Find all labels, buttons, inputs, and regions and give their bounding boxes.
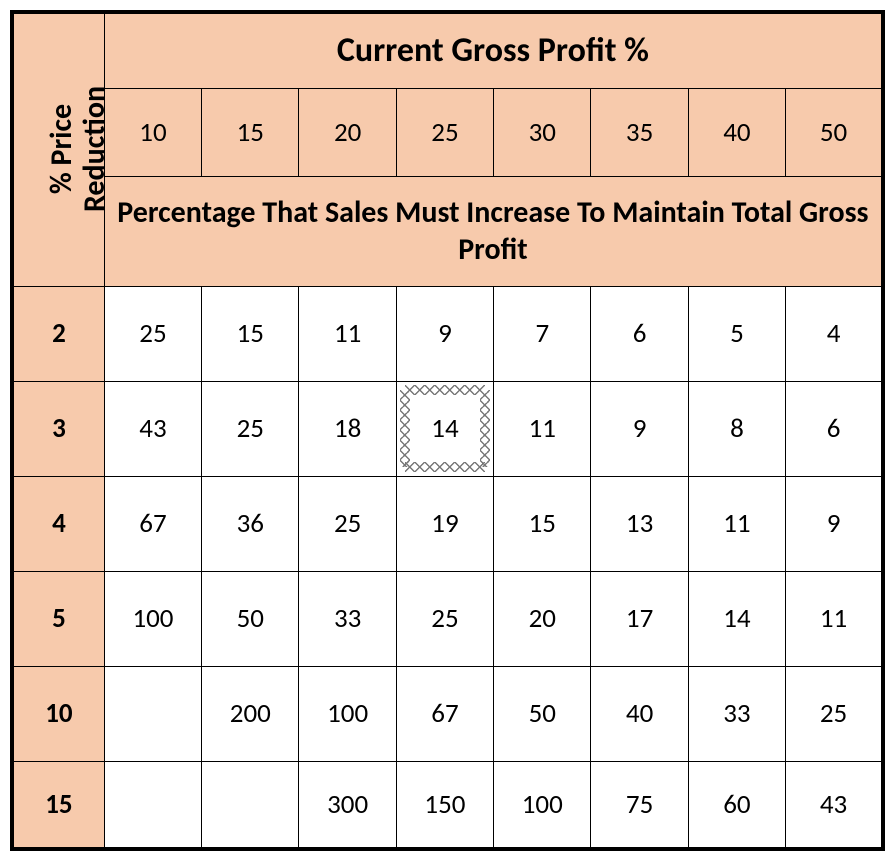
col-header: 30 (494, 88, 591, 176)
cell: 11 (786, 571, 883, 666)
col-header: 25 (396, 88, 493, 176)
cell: 6 (591, 286, 688, 381)
row-label: 2 (12, 286, 104, 381)
table-row: 5 100 50 33 25 20 17 14 11 (12, 571, 883, 666)
cell: 9 (396, 286, 493, 381)
cell (104, 761, 201, 849)
table-row: 15 300 150 100 75 60 43 (12, 761, 883, 849)
col-header: 35 (591, 88, 688, 176)
cell: 100 (494, 761, 591, 849)
cell: 17 (591, 571, 688, 666)
cell: 300 (299, 761, 396, 849)
col-header: 20 (299, 88, 396, 176)
cell: 5 (688, 286, 785, 381)
cell: 33 (688, 666, 785, 761)
cell: 200 (202, 666, 299, 761)
cell: 60 (688, 761, 785, 849)
cell: 19 (396, 476, 493, 571)
col-header: 10 (104, 88, 201, 176)
cell: 75 (591, 761, 688, 849)
row-label: 15 (12, 761, 104, 849)
cell: 150 (396, 761, 493, 849)
cell: 43 (104, 381, 201, 476)
cell: 25 (202, 381, 299, 476)
cell: 67 (396, 666, 493, 761)
cell: 100 (299, 666, 396, 761)
cell: 11 (688, 476, 785, 571)
highlighted-cell: 14 (396, 381, 493, 476)
cell: 33 (299, 571, 396, 666)
side-header-text: % PriceReduction (45, 86, 111, 212)
cell: 15 (494, 476, 591, 571)
row-label: 5 (12, 571, 104, 666)
cell: 8 (688, 381, 785, 476)
cell: 50 (202, 571, 299, 666)
cell: 100 (104, 571, 201, 666)
cell: 67 (104, 476, 201, 571)
cell: 50 (494, 666, 591, 761)
cell (104, 666, 201, 761)
cell: 18 (299, 381, 396, 476)
profit-table: % PriceReduction Current Gross Profit % … (10, 10, 885, 851)
cell: 7 (494, 286, 591, 381)
cell: 36 (202, 476, 299, 571)
cell: 25 (104, 286, 201, 381)
cell: 25 (396, 571, 493, 666)
cell: 11 (299, 286, 396, 381)
col-header: 15 (202, 88, 299, 176)
row-label: 4 (12, 476, 104, 571)
top-header: Current Gross Profit % (104, 12, 883, 88)
cell: 40 (591, 666, 688, 761)
row-label: 10 (12, 666, 104, 761)
cell: 13 (591, 476, 688, 571)
cell: 9 (591, 381, 688, 476)
cell: 9 (786, 476, 883, 571)
mid-header: Percentage That Sales Must Increase To M… (104, 176, 883, 286)
cell: 4 (786, 286, 883, 381)
cell (202, 761, 299, 849)
table-row: 3 43 25 18 14 11 9 8 6 (12, 381, 883, 476)
row-label: 3 (12, 381, 104, 476)
cell: 20 (494, 571, 591, 666)
cell: 11 (494, 381, 591, 476)
table-row: 4 67 36 25 19 15 13 11 9 (12, 476, 883, 571)
cell: 6 (786, 381, 883, 476)
cell: 15 (202, 286, 299, 381)
cell: 14 (688, 571, 785, 666)
table-row: 10 200 100 67 50 40 33 25 (12, 666, 883, 761)
zigzag-highlight (405, 390, 484, 467)
cell: 43 (786, 761, 883, 849)
col-header: 50 (786, 88, 883, 176)
col-header: 40 (688, 88, 785, 176)
table-row: 2 25 15 11 9 7 6 5 4 (12, 286, 883, 381)
cell: 25 (299, 476, 396, 571)
cell: 25 (786, 666, 883, 761)
side-header: % PriceReduction (12, 12, 104, 286)
